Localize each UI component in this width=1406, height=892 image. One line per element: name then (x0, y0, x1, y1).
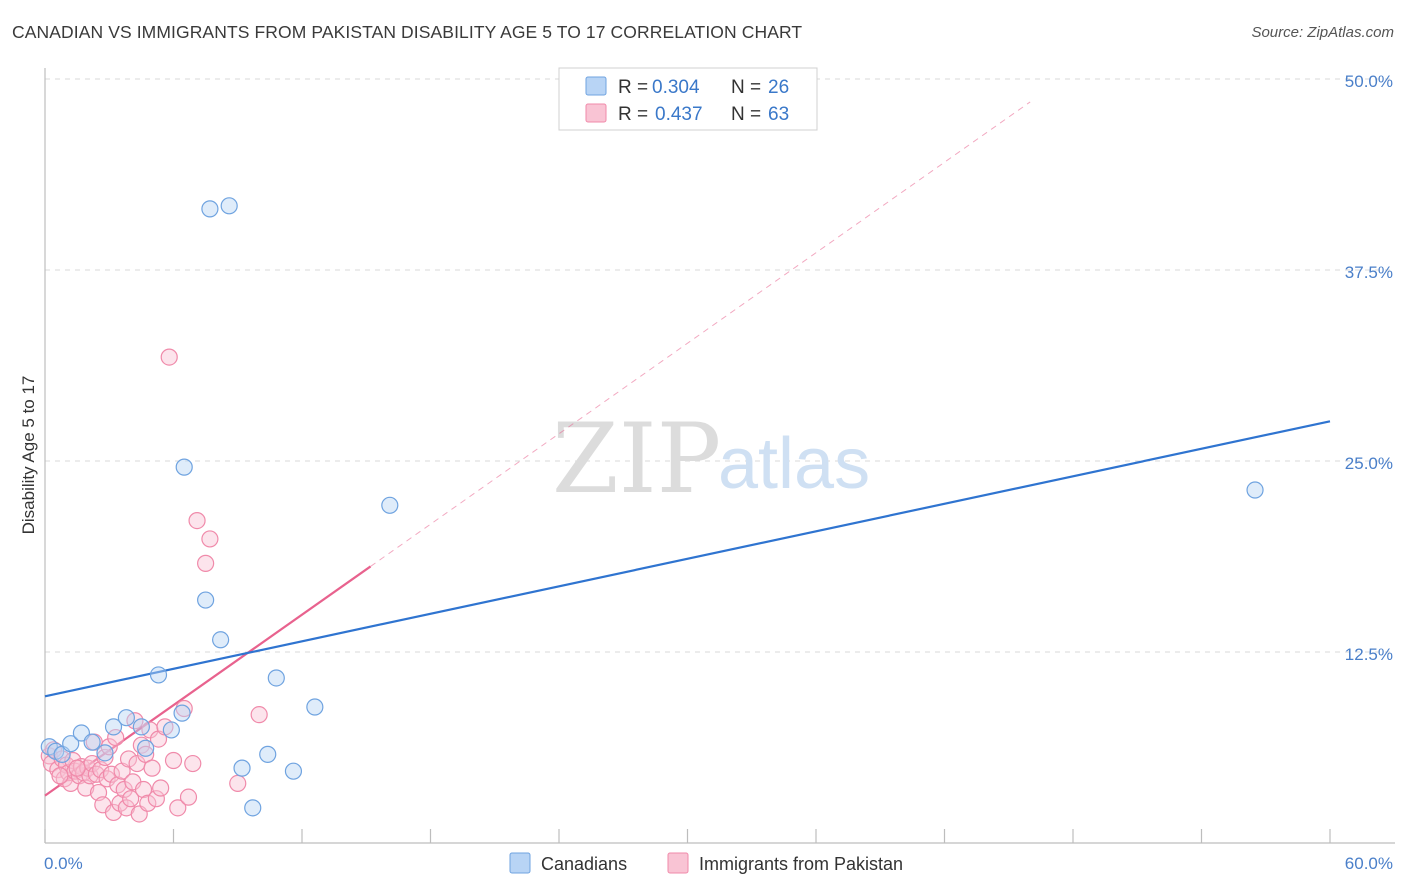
y-tick-labels: 12.5% 25.0% 37.5% 50.0% (1345, 72, 1393, 664)
chart-title: CANADIAN VS IMMIGRANTS FROM PAKISTAN DIS… (12, 22, 803, 42)
pakistan-point (250, 706, 268, 724)
trend-lines (44, 101, 1331, 797)
bottom-legend-canadians: Canadians (541, 854, 627, 874)
pakistan-trend-line (44, 565, 372, 797)
canadian-point (220, 197, 238, 215)
x-tick-label: 0.0% (44, 854, 83, 873)
pakistan-point (51, 767, 69, 785)
pakistan-point (68, 759, 86, 777)
canadian-point (197, 591, 215, 609)
pakistan-point (122, 790, 140, 808)
pakistan-point (104, 803, 123, 822)
pakistan-point (139, 794, 157, 812)
canadian-point (306, 698, 324, 716)
legend-n-label: N = (731, 77, 761, 98)
canadian-point (284, 762, 303, 780)
pakistan-point (197, 554, 215, 572)
pakistan-point (147, 790, 165, 808)
x-tick-labels: 0.0% 60.0% (44, 854, 1393, 873)
pakistan-point (160, 348, 178, 366)
canadian-point (117, 709, 135, 727)
bottom-legend-pakistan: Immigrants from Pakistan (699, 854, 903, 874)
canadian-point (83, 733, 101, 751)
legend: R = 0.304 N = 26 R = 0.437 N = 63 (558, 67, 818, 131)
x-tick-label: 60.0% (1345, 854, 1393, 873)
axes (44, 68, 1395, 844)
gridlines (45, 78, 1395, 653)
scatter-points (40, 197, 1264, 823)
y-tick-label: 25.0% (1345, 454, 1393, 473)
pakistan-point (143, 759, 161, 777)
canadian-point (212, 631, 230, 649)
canadian-point (267, 669, 285, 687)
bottom-legend: Canadians Immigrants from Pakistan (509, 852, 903, 874)
canadian-point (137, 739, 155, 757)
pakistan-trend-extrapolated (370, 101, 1031, 567)
bottom-legend-swatch-pakistan (667, 852, 689, 874)
canadian-point (149, 666, 168, 684)
canadian-point (381, 496, 399, 514)
canadian-point (175, 458, 193, 476)
legend-r-value: 0.304 (652, 77, 700, 98)
legend-n-label: N = (731, 104, 761, 125)
canadian-point (104, 718, 123, 736)
pakistan-point (96, 748, 114, 767)
bottom-legend-swatch-canadians (509, 852, 531, 874)
legend-r-label: R = (618, 77, 648, 98)
pakistan-point (184, 754, 202, 773)
source-credit: Source: ZipAtlas.com (1251, 24, 1394, 41)
legend-n-value: 63 (768, 104, 789, 125)
canadian-point (259, 745, 277, 763)
watermark-zip: ZIP (552, 403, 721, 515)
y-tick-label: 37.5% (1345, 263, 1393, 282)
legend-r-label: R = (618, 104, 648, 125)
pakistan-point (102, 765, 120, 783)
canadian-point (173, 704, 191, 722)
canadian-point (96, 744, 114, 762)
canadian-point (233, 759, 251, 777)
pakistan-point (179, 788, 198, 806)
legend-swatch-pakistan (585, 103, 607, 123)
pakistan-point (137, 745, 155, 763)
canadian-point (244, 799, 262, 817)
y-axis-label: Disability Age 5 to 17 (19, 376, 38, 535)
pakistan-point (152, 779, 170, 797)
pakistan-point (229, 774, 247, 793)
legend-r-value: 0.437 (655, 104, 703, 125)
legend-n-value: 26 (768, 77, 789, 98)
y-tick-label: 50.0% (1345, 72, 1393, 91)
pakistan-point (164, 751, 183, 770)
canadian-point (1246, 481, 1264, 499)
legend-swatch-canadians (585, 76, 607, 96)
pakistan-point (188, 511, 206, 530)
y-tick-label: 12.5% (1345, 645, 1393, 664)
canadian-point (201, 200, 219, 218)
canadian-point (62, 735, 80, 753)
pakistan-point (119, 750, 138, 768)
canadian-point (162, 721, 180, 739)
pakistan-point (134, 780, 153, 799)
canadians-trend-line (44, 420, 1331, 698)
pakistan-point (169, 799, 187, 817)
watermark-atlas: atlas (718, 424, 870, 504)
pakistan-point (107, 728, 125, 747)
canadian-point (132, 718, 150, 736)
pakistan-point (201, 530, 219, 548)
